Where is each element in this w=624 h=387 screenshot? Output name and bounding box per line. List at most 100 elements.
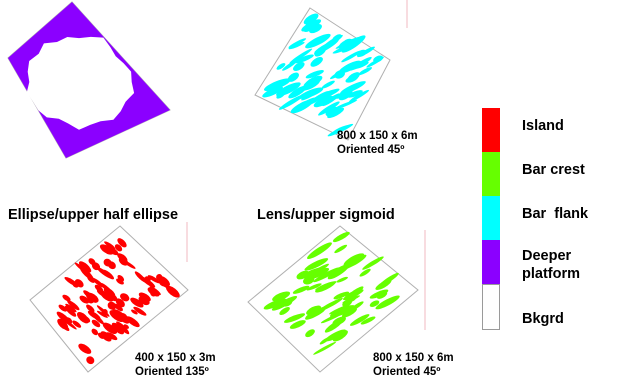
facies-body (304, 258, 329, 271)
facies-body (141, 276, 156, 288)
facies-body (309, 24, 322, 34)
facies-body (91, 277, 105, 288)
facies-body (94, 284, 104, 293)
facies-body (144, 276, 151, 282)
facies-body (332, 44, 355, 54)
facies-body (282, 299, 293, 307)
facies-body (147, 287, 160, 297)
facies-body (358, 67, 373, 76)
facies-body (263, 78, 292, 92)
facies-body (338, 39, 351, 50)
facies-body (313, 35, 328, 45)
facies-body (283, 313, 306, 323)
facies-body (345, 289, 363, 298)
facies-body (107, 301, 117, 310)
facies-body (362, 256, 384, 270)
facies-body (120, 293, 130, 302)
facies-body (67, 300, 80, 311)
facies-body (332, 34, 342, 42)
legend-label-bkgrd: Bkgrd (522, 311, 564, 327)
facies-body (306, 283, 322, 291)
facies-body (90, 311, 100, 320)
facies-body (88, 258, 96, 265)
facies-body (303, 13, 319, 25)
facies-body (276, 63, 286, 70)
facies-body (325, 329, 346, 342)
facies-body (123, 324, 129, 329)
facies-body (131, 309, 138, 315)
facies-body (72, 320, 82, 328)
facies-body (345, 254, 367, 269)
facies-body (348, 89, 370, 103)
facies-body (282, 60, 297, 71)
facies-body (96, 305, 110, 317)
orient-island: Oriented 135º (135, 366, 209, 378)
facies-body (329, 304, 350, 315)
facies-body (78, 343, 92, 354)
facies-body (86, 356, 95, 365)
facies-body (292, 285, 310, 294)
facies-body (166, 285, 180, 298)
facies-body (305, 329, 315, 338)
legend-label-bar-crest: Bar crest (522, 162, 585, 178)
facies-body (114, 303, 123, 312)
facies-body (320, 311, 344, 324)
facies-body (321, 80, 335, 89)
facies-body (263, 298, 287, 310)
facies-body (96, 266, 111, 279)
facies-body (130, 297, 144, 308)
facies-body (96, 310, 108, 318)
dims-bar-flank: 800 x 150 x 6m (337, 130, 418, 142)
facies-body (301, 90, 319, 101)
facies-body (369, 289, 389, 299)
facies-body (318, 101, 340, 116)
facies-body (327, 107, 345, 119)
facies-body (112, 309, 127, 319)
facies-body (293, 61, 305, 72)
facies-body (65, 303, 77, 313)
facies-body (307, 91, 329, 106)
facies-body (62, 325, 70, 331)
facies-body (313, 95, 334, 108)
legend-label-island: Island (522, 118, 564, 134)
legend-swatch-bkgrd (482, 284, 500, 330)
dims-island: 400 x 150 x 3m (135, 352, 216, 364)
platform-interior (26, 36, 135, 130)
legend-swatch-island (482, 108, 500, 152)
facies-body (307, 242, 332, 260)
facies-body (116, 278, 124, 285)
facies-body (342, 295, 360, 304)
facies-body (332, 99, 358, 110)
facies-body (106, 332, 118, 341)
facies-body (107, 261, 116, 270)
facies-body (111, 322, 125, 335)
facies-body (279, 306, 290, 316)
facies-body (97, 332, 105, 339)
facies-body (86, 304, 95, 313)
facies-body (306, 305, 322, 316)
facies-body (100, 283, 115, 296)
facies-body (62, 318, 77, 330)
facies-body (158, 277, 170, 289)
facies-body (359, 268, 371, 277)
facies-body (133, 306, 147, 316)
panel-bar-flank (254, 7, 391, 141)
panel-island (29, 225, 189, 373)
facies-body (262, 86, 283, 98)
facies-body (346, 72, 360, 83)
facies-body (83, 290, 94, 299)
facies-body (77, 311, 89, 324)
panel-title-bar-crest: Lens/upper sigmoid (257, 207, 395, 223)
facies-body (102, 322, 118, 334)
facies-body (288, 38, 307, 48)
facies-body (332, 231, 350, 243)
orient-bar-flank: Oriented 45º (337, 144, 405, 156)
facies-body (301, 19, 322, 32)
panel-deeper-platform (7, 1, 171, 159)
facies-body (64, 305, 77, 317)
facies-body (332, 125, 348, 134)
facies-body (104, 247, 112, 255)
facies-body (349, 314, 370, 326)
